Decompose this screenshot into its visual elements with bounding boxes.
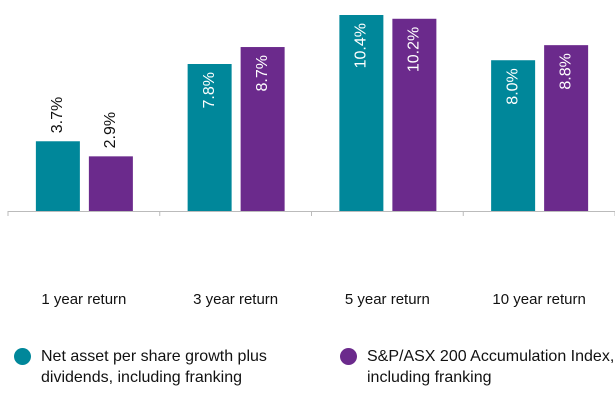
bar	[187, 64, 232, 211]
bar	[339, 15, 384, 211]
bar	[88, 156, 133, 211]
legend-label: S&P/ASX 200 Accumulation Index, includin…	[367, 348, 615, 386]
value-label: 10.2%	[406, 27, 423, 72]
value-label: 8.7%	[254, 55, 271, 91]
legend-item: Net asset per share growth plus dividend…	[14, 346, 284, 388]
value-label: 10.4%	[353, 23, 370, 68]
x-tick-label: 1 year return	[41, 291, 126, 308]
x-tick-label: 10 year return	[492, 291, 585, 308]
x-tick-label: 3 year return	[193, 291, 278, 308]
legend-swatch	[14, 348, 31, 365]
bar	[491, 60, 536, 211]
value-label: 8.0%	[504, 68, 521, 104]
value-label: 3.7%	[49, 97, 66, 133]
bar	[544, 45, 589, 212]
bar	[35, 141, 80, 211]
value-label: 8.8%	[557, 53, 574, 89]
legend-item: S&P/ASX 200 Accumulation Index, includin…	[340, 346, 615, 388]
legend-label: Net asset per share growth plus dividend…	[41, 348, 267, 386]
x-tick-label: 5 year return	[345, 291, 430, 308]
bar	[392, 18, 437, 212]
value-label: 2.9%	[102, 112, 119, 148]
bar	[240, 47, 285, 212]
legend-swatch	[340, 348, 357, 365]
value-label: 7.8%	[201, 72, 218, 108]
